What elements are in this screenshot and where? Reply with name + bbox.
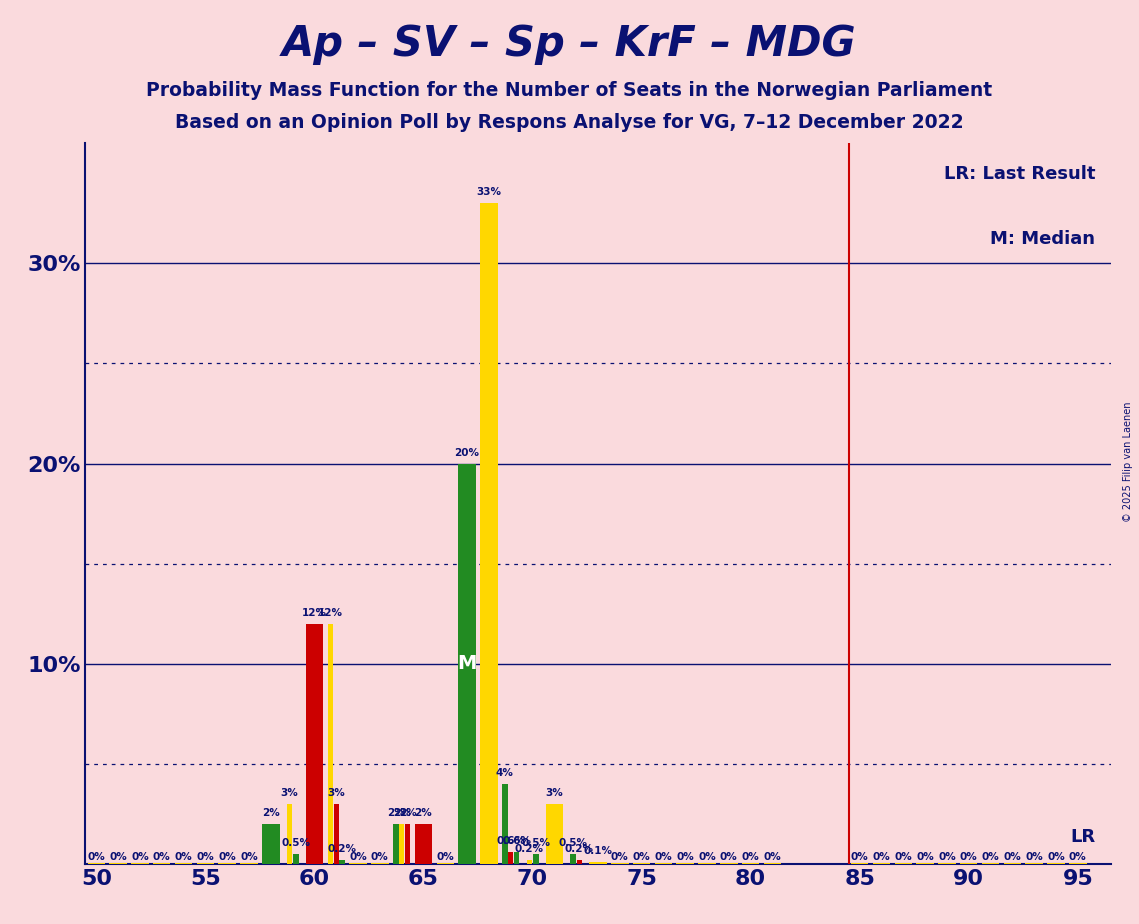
Text: 0%: 0% (960, 852, 977, 862)
Text: 2%: 2% (393, 808, 410, 818)
Bar (481, 203, 498, 864)
Bar (458, 464, 476, 864)
Text: 0%: 0% (371, 852, 388, 862)
Bar (415, 824, 432, 864)
Bar (293, 854, 298, 864)
Text: 0.1%: 0.1% (583, 846, 613, 856)
Text: © 2025 Filip van Laenen: © 2025 Filip van Laenen (1123, 402, 1133, 522)
Text: 0%: 0% (1025, 852, 1043, 862)
Bar (526, 860, 532, 864)
Text: Ap – SV – Sp – KrF – MDG: Ap – SV – Sp – KrF – MDG (282, 23, 857, 65)
Text: 0%: 0% (633, 852, 650, 862)
Text: 2%: 2% (387, 808, 404, 818)
Bar (576, 860, 582, 864)
Bar (404, 824, 410, 864)
Text: 0%: 0% (131, 852, 149, 862)
Bar (393, 824, 399, 864)
Text: 0.2%: 0.2% (565, 844, 593, 854)
Text: 0%: 0% (1003, 852, 1022, 862)
Bar (571, 854, 575, 864)
Text: 33%: 33% (476, 188, 501, 198)
Text: 0%: 0% (872, 852, 891, 862)
Text: M: Median: M: Median (990, 230, 1096, 248)
Bar (589, 862, 607, 864)
Text: 12%: 12% (302, 608, 327, 618)
Bar (339, 860, 345, 864)
Text: 0.2%: 0.2% (328, 844, 357, 854)
Text: 0%: 0% (1068, 852, 1087, 862)
Text: 3%: 3% (280, 788, 298, 798)
Text: 3%: 3% (327, 788, 345, 798)
Text: 0%: 0% (240, 852, 257, 862)
Text: 0.2%: 0.2% (515, 844, 543, 854)
Text: 0%: 0% (197, 852, 214, 862)
Text: 0.5%: 0.5% (281, 838, 311, 848)
Text: 0%: 0% (939, 852, 956, 862)
Bar (508, 852, 514, 864)
Bar (262, 824, 279, 864)
Bar (533, 854, 539, 864)
Text: LR: Last Result: LR: Last Result (943, 164, 1096, 183)
Text: 0%: 0% (741, 852, 760, 862)
Text: 0.6%: 0.6% (502, 836, 531, 846)
Text: 0%: 0% (153, 852, 171, 862)
Text: 0%: 0% (436, 852, 454, 862)
Bar (399, 824, 404, 864)
Bar (334, 804, 339, 864)
Text: 0%: 0% (916, 852, 934, 862)
Bar (328, 624, 333, 864)
Text: 0%: 0% (677, 852, 694, 862)
Text: 0%: 0% (174, 852, 192, 862)
Text: 0%: 0% (720, 852, 738, 862)
Text: 2%: 2% (399, 808, 417, 818)
Text: 0%: 0% (982, 852, 999, 862)
Text: 0.5%: 0.5% (522, 838, 550, 848)
Text: 0%: 0% (88, 852, 105, 862)
Text: 0%: 0% (894, 852, 912, 862)
Text: 0%: 0% (219, 852, 236, 862)
Text: Probability Mass Function for the Number of Seats in the Norwegian Parliament: Probability Mass Function for the Number… (147, 81, 992, 101)
Text: 0%: 0% (350, 852, 367, 862)
Text: 20%: 20% (454, 447, 480, 457)
Text: 4%: 4% (495, 768, 514, 778)
Bar (287, 804, 292, 864)
Text: LR: LR (1070, 828, 1096, 846)
Text: 0%: 0% (109, 852, 128, 862)
Text: 12%: 12% (318, 608, 343, 618)
Bar (546, 804, 563, 864)
Text: 0%: 0% (655, 852, 672, 862)
Text: 3%: 3% (546, 788, 563, 798)
Text: 0.5%: 0.5% (558, 838, 588, 848)
Bar (305, 624, 323, 864)
Text: Based on an Opinion Poll by Respons Analyse for VG, 7–12 December 2022: Based on an Opinion Poll by Respons Anal… (175, 113, 964, 132)
Bar (502, 784, 508, 864)
Text: 2%: 2% (415, 808, 433, 818)
Text: 0.6%: 0.6% (497, 836, 525, 846)
Bar (514, 852, 519, 864)
Text: 0%: 0% (698, 852, 716, 862)
Text: 0%: 0% (763, 852, 781, 862)
Text: 0%: 0% (1047, 852, 1065, 862)
Text: 0%: 0% (851, 852, 869, 862)
Text: 2%: 2% (262, 808, 280, 818)
Text: 0%: 0% (611, 852, 629, 862)
Text: M: M (458, 654, 477, 674)
